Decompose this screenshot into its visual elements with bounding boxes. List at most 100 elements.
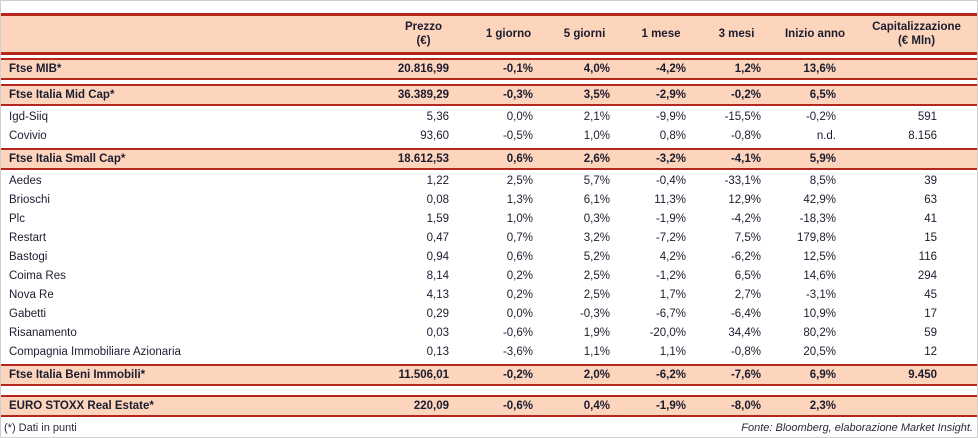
header-prezzo-sub: (€) bbox=[416, 34, 431, 47]
cell-capitalizzazione: 17 bbox=[924, 308, 937, 321]
cell-5-giorni: 2,0% bbox=[583, 368, 610, 381]
cell-capitalizzazione: 8.156 bbox=[908, 130, 937, 143]
header-prezzo: Prezzo (€) bbox=[376, 20, 471, 48]
cell-1-giorno: -0,6% bbox=[502, 399, 533, 412]
cell-capitalizzazione: 41 bbox=[924, 213, 937, 226]
cell-5-giorni: 6,1% bbox=[583, 194, 610, 207]
row-name: Igd-Siiq bbox=[9, 111, 48, 124]
cell-inizio-anno: 42,9% bbox=[803, 194, 836, 207]
cell-5-giorni: 2,5% bbox=[583, 270, 610, 283]
cell-1-mese: -3,2% bbox=[655, 152, 686, 165]
cell-inizio-anno: 13,6% bbox=[803, 62, 836, 75]
table-row: Covivio 93,60 -0,5% 1,0% 0,8% -0,8% n.d. 8.156 bbox=[1, 127, 977, 146]
cell-inizio-anno: 14,6% bbox=[803, 270, 836, 283]
table-row: Coima Res 8,14 0,2% 2,5% -1,2% 6,5% 14,6% 294 bbox=[1, 267, 977, 286]
cell-1-mese: -1,9% bbox=[655, 213, 686, 226]
cell-inizio-anno: 12,5% bbox=[803, 251, 836, 264]
cell-5-giorni: 1,9% bbox=[583, 327, 610, 340]
cell-1-giorno: 0,0% bbox=[506, 308, 533, 321]
row-name: Covivio bbox=[9, 130, 47, 143]
row-name: Risanamento bbox=[9, 327, 77, 340]
cell-inizio-anno: -18,3% bbox=[799, 213, 836, 226]
footnote-dati-in-punti: (*) Dati in punti bbox=[4, 422, 77, 435]
cell-capitalizzazione: 45 bbox=[924, 289, 937, 302]
table-row-index: Ftse MIB* 20.816,99 -0,1% 4,0% -4,2% 1,2% 13,6… bbox=[1, 57, 977, 80]
cell-prezzo: 1,59 bbox=[426, 213, 449, 226]
cell-1-mese: 4,2% bbox=[659, 251, 686, 264]
row-name: Ftse MIB* bbox=[9, 62, 62, 75]
cell-1-giorno: -0,2% bbox=[502, 368, 533, 381]
cell-3-mesi: -4,2% bbox=[730, 213, 761, 226]
table-body: Ftse MIB* 20.816,99 -0,1% 4,0% -4,2% 1,2% 13,6… bbox=[1, 56, 977, 419]
cell-3-mesi: -7,6% bbox=[730, 368, 761, 381]
cell-inizio-anno: 20,5% bbox=[803, 346, 836, 359]
table-footer: (*) Dati in punti Fonte: Bloomberg, elab… bbox=[1, 420, 977, 437]
row-name: Ftse Italia Mid Cap* bbox=[9, 88, 115, 101]
cell-capitalizzazione: 15 bbox=[924, 232, 937, 245]
cell-3-mesi: 6,5% bbox=[734, 270, 761, 283]
header-capitalizzazione-sub: (€ Mln) bbox=[897, 34, 936, 47]
cell-5-giorni: 1,1% bbox=[583, 346, 610, 359]
table-row-index: Ftse Italia Small Cap* 18.612,53 0,6% 2,6% -… bbox=[1, 147, 977, 170]
cell-inizio-anno: 2,3% bbox=[809, 399, 836, 412]
header-prezzo-label: Prezzo bbox=[404, 20, 443, 33]
cell-1-giorno: 0,0% bbox=[506, 111, 533, 124]
cell-1-mese: -1,2% bbox=[655, 270, 686, 283]
row-name: Compagnia Immobiliare Azionaria bbox=[9, 346, 181, 359]
cell-5-giorni: -0,3% bbox=[579, 308, 610, 321]
cell-capitalizzazione: 59 bbox=[924, 327, 937, 340]
cell-5-giorni: 0,4% bbox=[583, 399, 610, 412]
cell-3-mesi: -6,2% bbox=[730, 251, 761, 264]
cell-1-giorno: -0,3% bbox=[502, 88, 533, 101]
cell-1-giorno: 0,6% bbox=[506, 251, 533, 264]
header-3-mesi: 3 mesi bbox=[718, 27, 755, 40]
cell-3-mesi: 7,5% bbox=[734, 232, 761, 245]
cell-prezzo: 0,94 bbox=[426, 251, 449, 264]
cell-1-mese: -4,2% bbox=[655, 62, 686, 75]
table-row-index: Ftse Italia Mid Cap* 36.389,29 -0,3% 3,5% -2… bbox=[1, 83, 977, 106]
cell-inizio-anno: -0,2% bbox=[805, 111, 836, 124]
row-name: Brioschi bbox=[9, 194, 50, 207]
cell-inizio-anno: 6,9% bbox=[809, 368, 836, 381]
cell-prezzo: 4,13 bbox=[426, 289, 449, 302]
row-name: Bastogi bbox=[9, 251, 48, 264]
row-name: Aedes bbox=[9, 175, 42, 188]
cell-prezzo: 93,60 bbox=[420, 130, 449, 143]
cell-3-mesi: -0,2% bbox=[730, 88, 761, 101]
cell-1-mese: -6,2% bbox=[655, 368, 686, 381]
row-name: Plc bbox=[9, 213, 25, 226]
cell-1-mese: 1,1% bbox=[659, 346, 686, 359]
cell-inizio-anno: 6,5% bbox=[809, 88, 836, 101]
cell-prezzo: 20.816,99 bbox=[397, 62, 449, 75]
row-name: Ftse Italia Beni Immobili* bbox=[9, 368, 146, 381]
cell-5-giorni: 2,1% bbox=[583, 111, 610, 124]
cell-1-mese: -0,4% bbox=[655, 175, 686, 188]
cell-5-giorni: 3,5% bbox=[583, 88, 610, 101]
cell-inizio-anno: 5,9% bbox=[809, 152, 836, 165]
cell-3-mesi: -0,8% bbox=[730, 130, 761, 143]
cell-prezzo: 0,08 bbox=[426, 194, 449, 207]
cell-5-giorni: 3,2% bbox=[583, 232, 610, 245]
cell-prezzo: 0,13 bbox=[426, 346, 449, 359]
cell-3-mesi: 1,2% bbox=[734, 62, 761, 75]
table-row: Igd-Siiq 5,36 0,0% 2,1% -9,9% -15,5% -0,2% 591 bbox=[1, 108, 977, 127]
cell-prezzo: 11.506,01 bbox=[398, 368, 449, 381]
cell-1-giorno: 0,7% bbox=[506, 232, 533, 245]
cell-prezzo: 18.612,53 bbox=[397, 152, 449, 165]
cell-inizio-anno: 8,5% bbox=[809, 175, 836, 188]
cell-1-mese: 0,8% bbox=[659, 130, 686, 143]
table-row: Restart 0,47 0,7% 3,2% -7,2% 7,5% 179,8% 15 bbox=[1, 229, 977, 248]
cell-3-mesi: -8,0% bbox=[730, 399, 761, 412]
cell-1-mese: -7,2% bbox=[655, 232, 686, 245]
header-1-mese: 1 mese bbox=[641, 27, 681, 40]
table-row: Bastogi 0,94 0,6% 5,2% 4,2% -6,2% 12,5% 116 bbox=[1, 248, 977, 267]
row-name: Coima Res bbox=[9, 270, 66, 283]
cell-5-giorni: 5,2% bbox=[583, 251, 610, 264]
cell-1-giorno: -3,6% bbox=[502, 346, 533, 359]
cell-prezzo: 5,36 bbox=[426, 111, 449, 124]
cell-inizio-anno: n.d. bbox=[816, 130, 836, 143]
table-row: Aedes 1,22 2,5% 5,7% -0,4% -33,1% 8,5% 39 bbox=[1, 172, 977, 191]
cell-1-mese: -2,9% bbox=[655, 88, 686, 101]
cell-prezzo: 0,47 bbox=[426, 232, 449, 245]
cell-prezzo: 1,22 bbox=[426, 175, 449, 188]
